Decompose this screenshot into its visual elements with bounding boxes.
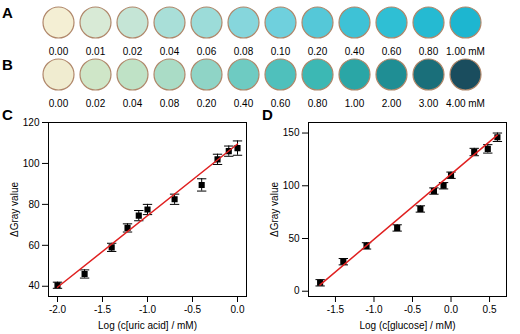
svg-text:-1.0: -1.0 (365, 304, 383, 315)
svg-text:0.5: 0.5 (483, 304, 497, 315)
svg-text:0.40: 0.40 (345, 46, 365, 56)
svg-text:0: 0 (294, 285, 300, 296)
html-text:B: B (2, 56, 13, 73)
svg-text:0.80: 0.80 (308, 98, 328, 108)
svg-text:0.08: 0.08 (160, 98, 180, 108)
svg-text:0.02: 0.02 (123, 46, 143, 56)
svg-text:-0.5: -0.5 (404, 304, 422, 315)
svg-text:0.01: 0.01 (86, 46, 106, 56)
svg-text:100: 100 (23, 158, 40, 169)
svg-text:2.00: 2.00 (382, 98, 402, 108)
svg-text:Log (c[glucose] / mM): Log (c[glucose] / mM) (359, 320, 455, 331)
svg-text:0.0: 0.0 (444, 304, 458, 315)
svg-text:-1.5: -1.5 (94, 304, 112, 315)
svg-text:0.00: 0.00 (49, 46, 69, 56)
svg-text:Log (c[uric acid] / mM): Log (c[uric acid] / mM) (98, 320, 197, 331)
svg-text:100: 100 (283, 180, 300, 191)
html-text:C: C (2, 106, 13, 123)
html-text:D: D (262, 106, 273, 123)
svg-text:0.04: 0.04 (123, 98, 143, 108)
svg-text:0.80: 0.80 (419, 46, 439, 56)
svg-text:80: 80 (28, 199, 40, 210)
html-text:A: A (2, 4, 13, 21)
svg-text:0.20: 0.20 (197, 98, 217, 108)
svg-text:0.40: 0.40 (234, 98, 254, 108)
svg-text:50: 50 (288, 233, 300, 244)
svg-text:0.00: 0.00 (49, 98, 69, 108)
svg-text:0.02: 0.02 (86, 98, 106, 108)
svg-text:0.60: 0.60 (271, 98, 291, 108)
svg-text:0.60: 0.60 (382, 46, 402, 56)
svg-text:-1.5: -1.5 (327, 304, 345, 315)
svg-text:0.04: 0.04 (160, 46, 180, 56)
svg-text:0.0: 0.0 (231, 304, 245, 315)
svg-text:-1.0: -1.0 (139, 304, 157, 315)
svg-text:ΔGray value: ΔGray value (9, 182, 20, 237)
svg-text:40: 40 (28, 280, 40, 291)
svg-text:120: 120 (23, 117, 40, 128)
svg-text:60: 60 (28, 240, 40, 251)
svg-text:0.08: 0.08 (234, 46, 254, 56)
svg-text:-0.5: -0.5 (184, 304, 202, 315)
svg-text:3.00: 3.00 (419, 98, 439, 108)
svg-text:ΔGray value: ΔGray value (269, 182, 280, 237)
svg-text:1.00 mM: 1.00 mM (446, 46, 485, 56)
svg-text:0.10: 0.10 (271, 46, 291, 56)
svg-text:0.06: 0.06 (197, 46, 217, 56)
svg-text:4.00 mM: 4.00 mM (446, 98, 485, 108)
svg-text:0.20: 0.20 (308, 46, 328, 56)
svg-text:1.00: 1.00 (345, 98, 365, 108)
svg-text:150: 150 (283, 127, 300, 138)
svg-text:-2.0: -2.0 (49, 304, 67, 315)
